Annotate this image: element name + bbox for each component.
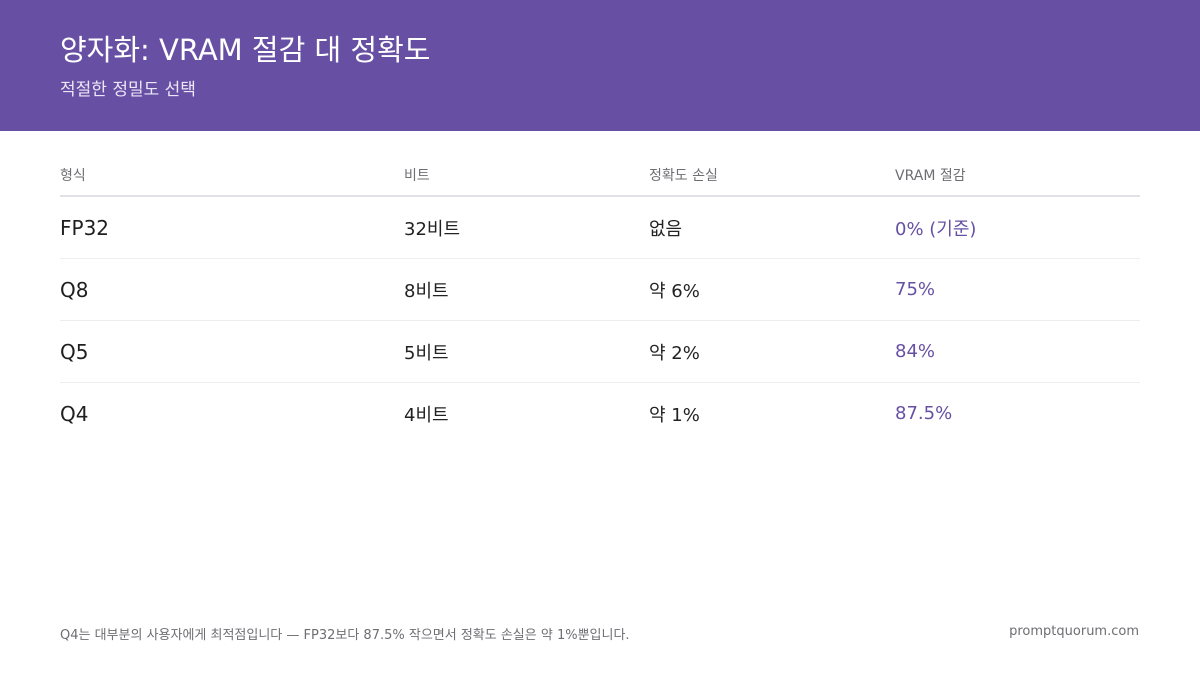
comparison-table: 형식 비트 정확도 손실 VRAM 절감 FP32 32비트 없음 0% (기준… — [60, 155, 1140, 444]
page-title: 양자화: VRAM 절감 대 정확도 — [60, 33, 431, 67]
table-row: FP32 32비트 없음 0% (기준) — [60, 197, 1140, 259]
table-row: Q5 5비트 약 2% 84% — [60, 321, 1140, 383]
table-row: Q8 8비트 약 6% 75% — [60, 259, 1140, 321]
table-header-row: 형식 비트 정확도 손실 VRAM 절감 — [60, 155, 1140, 197]
format-cell: Q5 — [60, 339, 89, 364]
footer-brand: promptquorum.com — [1009, 624, 1139, 639]
accuracy-loss-cell: 약 2% — [649, 342, 700, 364]
accuracy-loss-cell: 없음 — [649, 218, 683, 240]
format-cell: Q4 — [60, 401, 89, 426]
column-header-bits: 비트 — [404, 168, 430, 184]
bits-cell: 32비트 — [404, 218, 461, 240]
column-header-accuracy-loss: 정확도 손실 — [649, 168, 718, 184]
vram-savings-cell: 84% — [895, 341, 936, 362]
accuracy-loss-cell: 약 6% — [649, 280, 700, 302]
table-row: Q4 4비트 약 1% 87.5% — [60, 383, 1140, 444]
page-subtitle: 적절한 정밀도 선택 — [60, 80, 196, 100]
header-banner: 양자화: VRAM 절감 대 정확도 적절한 정밀도 선택 — [0, 0, 1200, 131]
format-cell: Q8 — [60, 277, 89, 302]
bits-cell: 8비트 — [404, 280, 449, 302]
vram-savings-cell: 87.5% — [895, 403, 953, 424]
bits-cell: 4비트 — [404, 404, 449, 426]
format-cell: FP32 — [60, 215, 110, 240]
vram-savings-cell: 0% (기준) — [895, 218, 977, 240]
footer-note: Q4는 대부분의 사용자에게 최적점입니다 — FP32보다 87.5% 작으면… — [60, 628, 630, 643]
bits-cell: 5비트 — [404, 342, 449, 364]
vram-savings-cell: 75% — [895, 279, 936, 300]
column-header-format: 형식 — [60, 168, 86, 184]
accuracy-loss-cell: 약 1% — [649, 404, 700, 426]
column-header-vram-savings: VRAM 절감 — [895, 168, 966, 184]
